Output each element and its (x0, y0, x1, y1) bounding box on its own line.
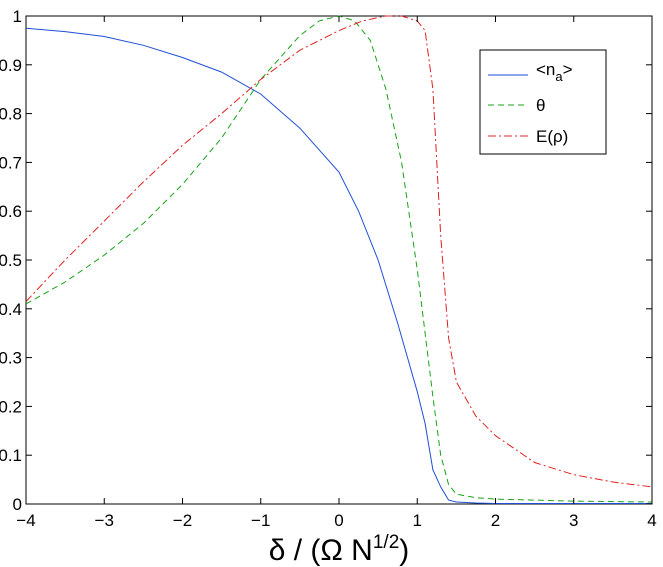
x-tick-label: 0 (334, 511, 343, 530)
legend-box (479, 49, 607, 155)
x-tick-label: −1 (251, 511, 270, 530)
legend: <na> θ E(ρ) (479, 49, 607, 155)
x-tick-label: −2 (173, 511, 192, 530)
y-tick-label: 0 (13, 495, 22, 514)
series-line-e (25, 15, 653, 488)
y-tick-label: 0.8 (0, 105, 22, 124)
x-tick-label: 2 (491, 511, 500, 530)
legend-label-na-main: <n (536, 60, 555, 79)
legend-label-na-close: > (563, 60, 573, 79)
y-tick-label: 0.5 (0, 251, 22, 270)
series-line-na (25, 27, 652, 504)
legend-label-theta: θ (536, 96, 545, 115)
series-layer (25, 15, 653, 504)
y-tick-label: 0.4 (0, 300, 22, 319)
y-tick-label: 0.1 (0, 446, 22, 465)
x-tick-label: −4 (16, 511, 35, 530)
y-tick-label: 0.6 (0, 202, 22, 221)
legend-label-na-sub: a (555, 69, 563, 84)
x-tick-label: 4 (647, 511, 656, 530)
x-tick-label: 3 (569, 511, 578, 530)
series-line-series (25, 15, 653, 503)
x-axis-label-main: δ / (Ω N (269, 534, 373, 567)
x-tick-label: −3 (95, 511, 114, 530)
x-tick-label: 1 (413, 511, 422, 530)
legend-label-e-rho: E(ρ) (536, 127, 568, 146)
x-axis-label: δ / (Ω N1/2) (269, 532, 410, 567)
y-tick-label: 0.7 (0, 153, 22, 172)
y-tick-label: 0.9 (0, 56, 22, 75)
ticks-layer: −4 −3 −2 −1 0 1 2 3 4 0 0.1 0.2 0.3 0.4 0.5 0.6 0.7 0.8 0.… (0, 7, 657, 530)
y-tick-label: 0.3 (0, 349, 22, 368)
legend-label-na: <na> (536, 60, 573, 84)
y-tick-label: 1 (13, 7, 22, 26)
x-axis-label-close: ) (399, 534, 409, 567)
y-tick-label: 0.2 (0, 397, 22, 416)
x-axis-label-sup: 1/2 (373, 532, 399, 553)
